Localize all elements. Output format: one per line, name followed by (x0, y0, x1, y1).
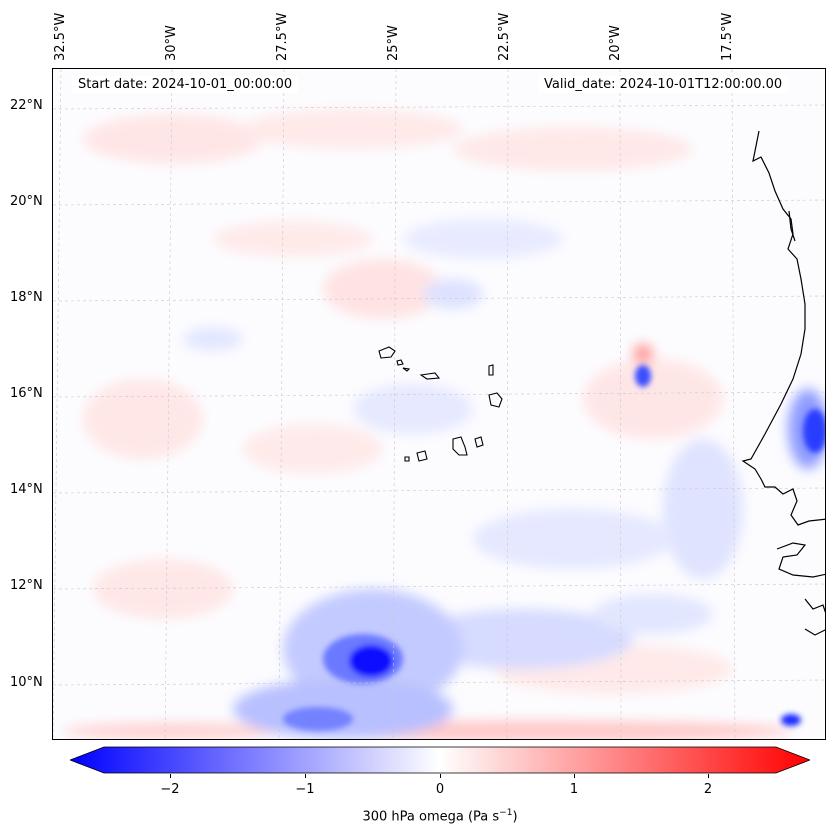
colorbar-tick (708, 774, 709, 778)
lat-label: 14°N (10, 482, 43, 497)
colorbar-tick (305, 774, 306, 778)
start-date-label: Start date: 2024-10-01_00:00:00 (72, 76, 299, 93)
lon-label: 20°W (608, 25, 623, 61)
colorbar-tick-label: 2 (703, 782, 713, 797)
lat-label: 12°N (10, 578, 43, 593)
lon-label: 30°W (164, 25, 179, 61)
cape-verde-islands (378, 346, 503, 462)
valid-date-label: Valid_date: 2024-10-01T12:00:00.00 (538, 76, 789, 93)
lat-label: 22°N (10, 98, 43, 113)
colorbar-tick-label: 0 (435, 782, 445, 797)
omega-blobs (63, 109, 825, 739)
lat-label: 20°N (10, 194, 43, 209)
lon-label: 22.5°W (497, 12, 512, 61)
graticule (53, 69, 825, 739)
lat-label: 10°N (10, 675, 43, 690)
colorbar-title: 300 hPa omega (Pa s−1) (362, 808, 518, 825)
lon-label: 17.5°W (720, 12, 735, 61)
omega-field-map (53, 69, 825, 739)
lon-label: 32.5°W (53, 12, 68, 61)
map-panel (52, 68, 826, 740)
colorbar-tick-label: −1 (295, 782, 315, 797)
lon-label: 27.5°W (275, 12, 290, 61)
colorbar-tick (170, 774, 171, 778)
colorbar-tick-label: 1 (569, 782, 579, 797)
omega-strong-cores (283, 365, 825, 731)
colorbar-bar (68, 746, 812, 774)
colorbar (68, 746, 812, 774)
lat-label: 18°N (10, 290, 43, 305)
lat-label: 16°N (10, 386, 43, 401)
lon-label: 25°W (386, 25, 401, 61)
colorbar-tick (440, 774, 441, 778)
coastline (741, 130, 825, 636)
colorbar-tick (574, 774, 575, 778)
colorbar-tick-label: −2 (160, 782, 180, 797)
